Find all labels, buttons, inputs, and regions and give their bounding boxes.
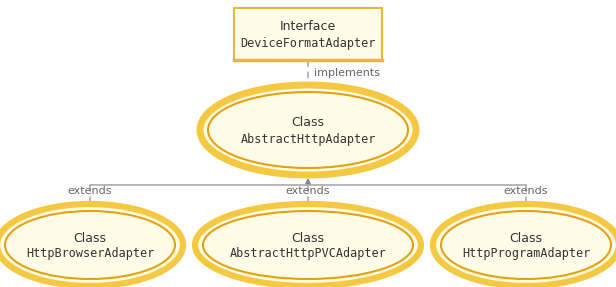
Text: Class: Class bbox=[73, 232, 107, 245]
Text: extends: extends bbox=[68, 185, 112, 195]
FancyBboxPatch shape bbox=[234, 8, 382, 60]
Text: HttpBrowserAdapter: HttpBrowserAdapter bbox=[26, 247, 154, 261]
Text: Class: Class bbox=[291, 117, 325, 129]
Text: implements: implements bbox=[314, 67, 380, 77]
Ellipse shape bbox=[5, 211, 175, 279]
Ellipse shape bbox=[195, 204, 421, 286]
Text: HttpProgramAdapter: HttpProgramAdapter bbox=[462, 247, 590, 261]
Text: Class: Class bbox=[509, 232, 543, 245]
Text: Class: Class bbox=[291, 232, 325, 245]
Ellipse shape bbox=[203, 211, 413, 279]
Text: DeviceFormatAdapter: DeviceFormatAdapter bbox=[240, 36, 376, 49]
Ellipse shape bbox=[208, 92, 408, 168]
Text: Interface: Interface bbox=[280, 20, 336, 34]
Ellipse shape bbox=[441, 211, 611, 279]
Ellipse shape bbox=[0, 204, 183, 286]
Text: AbstractHttpPVCAdapter: AbstractHttpPVCAdapter bbox=[230, 247, 386, 261]
Ellipse shape bbox=[433, 204, 616, 286]
Text: AbstractHttpAdapter: AbstractHttpAdapter bbox=[240, 133, 376, 146]
Text: extends: extends bbox=[286, 185, 330, 195]
Ellipse shape bbox=[200, 85, 416, 175]
Text: extends: extends bbox=[504, 185, 548, 195]
